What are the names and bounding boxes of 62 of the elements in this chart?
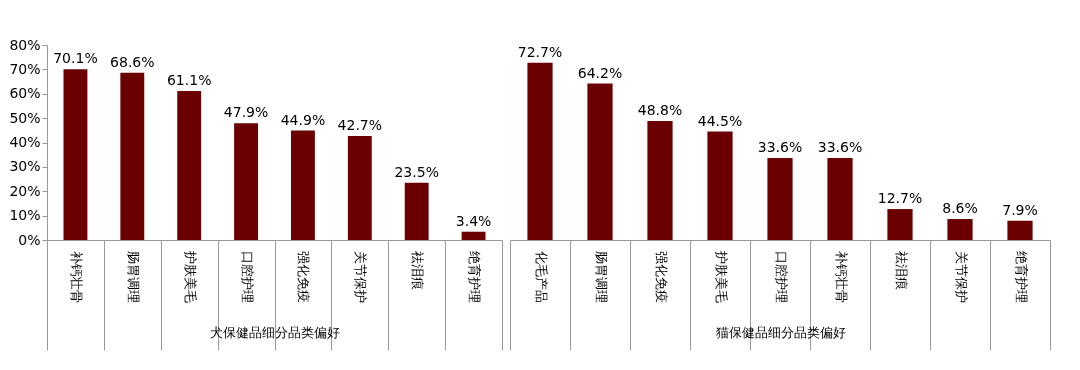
y-tick-label: 10% xyxy=(9,207,41,224)
data-label: 44.5% xyxy=(697,112,743,129)
bar xyxy=(177,91,202,240)
bar xyxy=(234,123,259,240)
x-axis-title: 犬保健品细分品类偏好 xyxy=(210,325,340,340)
bar xyxy=(707,131,733,240)
data-label: 7.9% xyxy=(1002,201,1038,218)
x-tick-label: 绝育护理 xyxy=(467,250,483,303)
x-tick-label: 口腔护理 xyxy=(773,250,789,303)
x-tick-label: 祛泪痕 xyxy=(410,250,426,290)
y-tick-label: 50% xyxy=(9,109,41,126)
data-label: 68.6% xyxy=(110,53,155,70)
data-label: 8.6% xyxy=(942,200,978,217)
data-label: 47.9% xyxy=(223,104,269,121)
bar xyxy=(767,158,793,240)
data-label: 12.7% xyxy=(877,190,923,207)
x-tick-label: 强化免疫 xyxy=(296,250,312,303)
bar xyxy=(347,135,372,240)
x-tick-label: 护肤美毛 xyxy=(182,249,198,303)
x-tick-label: 化毛产品 xyxy=(533,250,549,303)
data-label: 33.6% xyxy=(817,139,863,156)
bar xyxy=(1007,220,1033,240)
y-tick-label: 60% xyxy=(9,85,41,102)
bar xyxy=(947,219,973,240)
bar xyxy=(290,130,315,240)
data-label: 70.1% xyxy=(53,50,98,67)
y-tick-label: 20% xyxy=(9,182,41,199)
bar xyxy=(527,62,553,240)
data-label: 42.7% xyxy=(337,116,383,133)
data-label: 61.1% xyxy=(166,72,212,89)
y-tick-label: 0% xyxy=(18,231,41,248)
x-tick-label: 补钙壮骨 xyxy=(68,250,84,303)
x-tick-label: 强化免疫 xyxy=(653,250,669,303)
x-tick-label: 关节保护 xyxy=(353,250,369,303)
y-tick-label: 30% xyxy=(9,158,41,175)
bar xyxy=(63,69,88,240)
y-tick-label: 40% xyxy=(9,134,41,150)
data-label: 64.2% xyxy=(577,64,623,81)
x-tick-label: 口腔护理 xyxy=(239,250,255,303)
bar xyxy=(887,209,913,240)
x-tick-label: 肠胃调理 xyxy=(593,250,609,303)
bar xyxy=(587,83,613,240)
x-tick-label: 补钙壮骨 xyxy=(833,250,849,303)
data-label: 23.5% xyxy=(394,163,439,180)
bar xyxy=(827,158,853,240)
data-label: 44.9% xyxy=(280,111,326,128)
data-label: 72.7% xyxy=(517,43,563,60)
x-tick-label: 关节保护 xyxy=(953,250,969,303)
x-tick-label: 祛泪痕 xyxy=(893,250,909,290)
x-tick-label: 护肤美毛 xyxy=(713,249,729,303)
data-label: 3.4% xyxy=(455,212,492,229)
bar xyxy=(120,72,145,240)
bar xyxy=(461,231,486,240)
data-label: 33.6% xyxy=(757,139,803,156)
bar xyxy=(647,121,673,240)
bar xyxy=(404,182,429,240)
y-tick-label: 70% xyxy=(9,60,41,77)
y-tick-label: 80% xyxy=(9,36,41,53)
x-axis-title: 猫保健品细分品类偏好 xyxy=(715,325,846,340)
data-label: 48.8% xyxy=(637,102,683,119)
x-tick-label: 肠胃调理 xyxy=(125,250,141,303)
x-tick-label: 绝育护理 xyxy=(1013,250,1029,303)
